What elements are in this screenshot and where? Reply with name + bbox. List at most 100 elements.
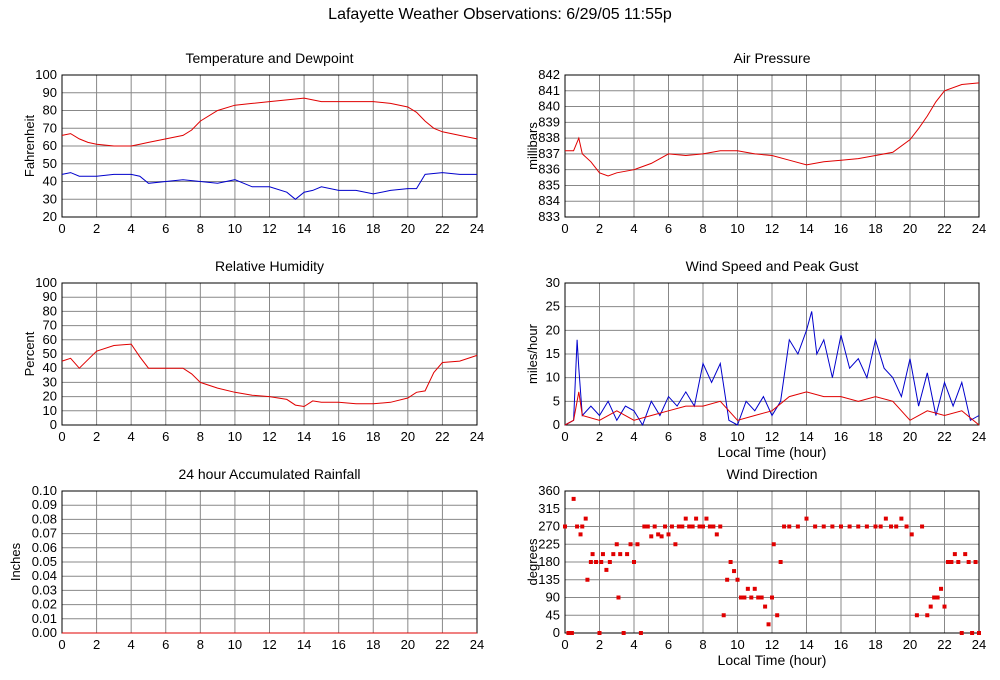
x-tick-label: 2 [93, 637, 100, 652]
y-tick-label: 80 [43, 303, 57, 318]
data-point [775, 613, 780, 618]
x-tick-label: 24 [972, 637, 986, 652]
data-point [904, 524, 909, 529]
y-tick-label: 0.03 [32, 582, 57, 597]
x-tick-label: 0 [561, 637, 568, 652]
x-tick-label: 6 [665, 429, 672, 444]
y-tick-label: 30 [43, 374, 57, 389]
data-point [663, 524, 668, 529]
x-tick-label: 6 [162, 221, 169, 236]
y-tick-label: 0.04 [32, 568, 57, 583]
data-point [787, 524, 792, 529]
y-tick-label: 0 [50, 417, 57, 432]
data-point [878, 524, 883, 529]
x-tick-label: 8 [197, 221, 204, 236]
data-point [580, 524, 585, 529]
data-point [701, 524, 705, 529]
chart-title: Temperature and Dewpoint [185, 50, 353, 66]
data-point [742, 595, 747, 600]
chart-title: Relative Humidity [215, 258, 324, 274]
data-point [830, 524, 835, 529]
x-tick-label: 8 [699, 637, 706, 652]
x-tick-label: 24 [972, 429, 986, 444]
y-tick-label: 360 [538, 483, 560, 498]
y-tick-label: 0.09 [32, 497, 57, 512]
data-point [873, 524, 878, 529]
data-point [614, 542, 619, 547]
x-tick-label: 8 [197, 637, 204, 652]
x-tick-label: 4 [128, 637, 135, 652]
x-tick-label: 22 [435, 429, 449, 444]
data-point [973, 560, 978, 564]
y-tick-label: 834 [538, 193, 560, 208]
y-tick-label: 40 [43, 174, 57, 189]
x-tick-label: 0 [58, 429, 65, 444]
x-tick-label: 0 [561, 429, 568, 444]
data-point [721, 613, 726, 618]
series-line-1 [564, 391, 980, 426]
series-line-0 [61, 343, 478, 408]
y-tick-label: 30 [546, 275, 560, 290]
data-point [666, 532, 671, 537]
chart-title: Wind Speed and Peak Gust [686, 258, 859, 274]
x-tick-label: 18 [366, 221, 380, 236]
y-tick-label: 840 [538, 99, 560, 114]
y-tick-label: 20 [43, 389, 57, 404]
y-tick-label: 90 [43, 85, 57, 100]
data-point [813, 524, 818, 529]
data-point [594, 560, 599, 564]
x-tick-label: 14 [297, 637, 311, 652]
x-tick-label: 16 [834, 221, 848, 236]
data-point [569, 631, 574, 635]
data-point [778, 560, 783, 564]
data-point [963, 552, 968, 557]
data-point [795, 524, 800, 529]
y-tick-label: 0.00 [32, 625, 57, 640]
y-axis-label: Fahrenheit [22, 115, 37, 178]
x-tick-label: 8 [197, 429, 204, 444]
x-tick-label: 22 [937, 429, 951, 444]
x-tick-label: 18 [366, 429, 380, 444]
plot-frame [61, 282, 478, 426]
data-point [673, 542, 678, 547]
data-point [621, 631, 626, 635]
y-tick-label: 0.01 [32, 611, 57, 626]
y-tick-label: 70 [43, 120, 57, 135]
data-point [694, 516, 699, 521]
y-tick-label: 839 [538, 114, 560, 129]
x-tick-label: 14 [799, 429, 813, 444]
x-tick-label: 16 [331, 429, 345, 444]
data-point [932, 595, 937, 600]
y-tick-label: 20 [546, 322, 560, 337]
data-point [945, 560, 950, 564]
y-tick-label: 225 [538, 536, 560, 551]
y-tick-label: 0.06 [32, 540, 57, 555]
data-point [883, 516, 888, 521]
y-tick-label: 270 [538, 519, 560, 534]
data-point [676, 524, 681, 529]
x-tick-label: 14 [799, 637, 813, 652]
y-tick-label: 836 [538, 162, 560, 177]
data-point [942, 604, 947, 609]
x-axis-label: Local Time (hour) [718, 652, 827, 668]
data-point [645, 524, 650, 529]
y-tick-label: 833 [538, 209, 560, 224]
data-point [864, 524, 869, 529]
data-point [659, 534, 664, 539]
data-point [756, 595, 761, 600]
chart-title: 24 hour Accumulated Rainfall [178, 466, 360, 482]
data-point [707, 524, 712, 529]
data-point [763, 604, 768, 609]
data-point [952, 552, 957, 557]
x-tick-label: 6 [665, 637, 672, 652]
x-tick-label: 20 [401, 637, 415, 652]
x-tick-label: 10 [730, 429, 744, 444]
x-tick-label: 24 [470, 429, 484, 444]
x-tick-label: 20 [401, 221, 415, 236]
x-tick-label: 18 [366, 637, 380, 652]
data-point [687, 524, 692, 529]
x-tick-label: 24 [972, 221, 986, 236]
chart-title: Wind Direction [726, 466, 817, 482]
x-tick-label: 6 [665, 221, 672, 236]
data-point [977, 631, 981, 635]
